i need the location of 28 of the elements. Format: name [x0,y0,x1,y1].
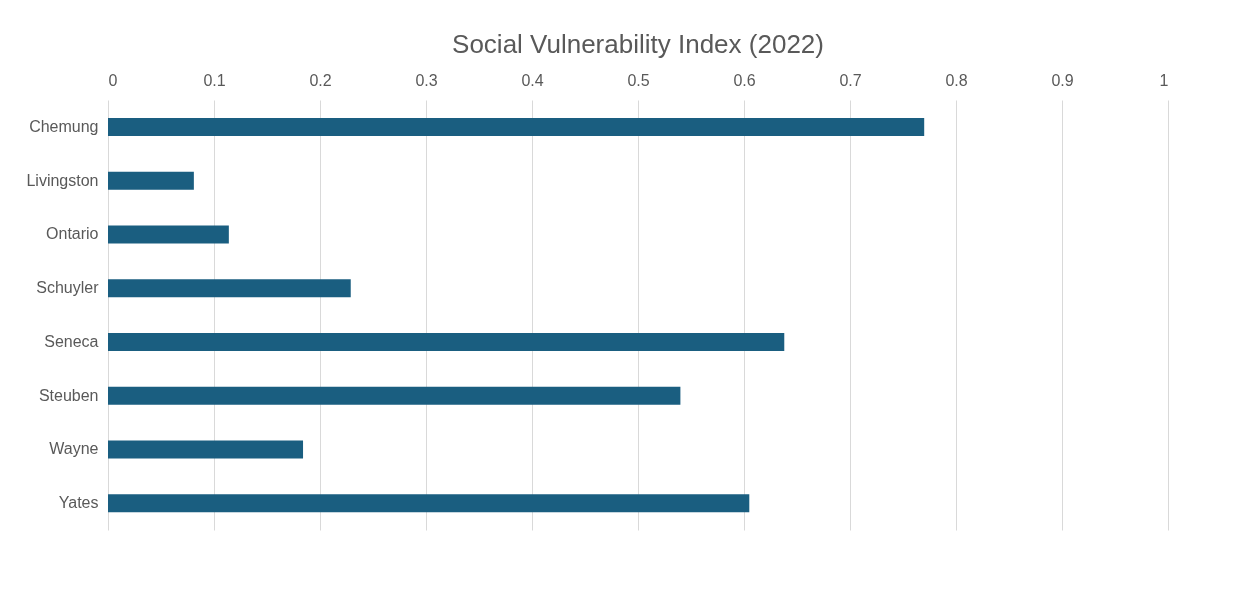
x-tick-label: 0.1 [203,71,226,89]
y-tick-label: Yates [58,494,99,512]
y-tick-label: Ontario [46,225,99,243]
bar [108,386,681,405]
y-tick-label: Chemung [29,117,99,135]
bar [108,332,785,351]
bar [108,171,194,190]
bar [108,279,351,298]
x-tick-label: 0.2 [309,71,332,89]
y-tick-label: Seneca [44,332,99,350]
x-tick-label: 0.4 [521,71,544,89]
bar [108,117,925,136]
chart-title: Social Vulnerability Index (2022) [452,29,824,59]
y-tick-label: Wayne [49,440,99,458]
x-tick-label: 0 [108,71,118,89]
y-tick-label: Schuyler [36,279,100,297]
y-tick-label: Livingston [26,171,99,189]
x-tick-label: 0.7 [839,71,862,89]
bar [108,440,304,459]
x-tick-label: 0.3 [415,71,438,89]
bar [108,494,750,513]
y-tick-label: Steuben [38,386,99,404]
x-tick-label: 0.9 [1051,71,1074,89]
bar [108,225,229,244]
x-tick-label: 0.6 [733,71,756,89]
x-tick-label: 0.8 [945,71,968,89]
x-tick-label: 0.5 [627,71,650,89]
x-tick-label: 1 [1159,71,1169,89]
